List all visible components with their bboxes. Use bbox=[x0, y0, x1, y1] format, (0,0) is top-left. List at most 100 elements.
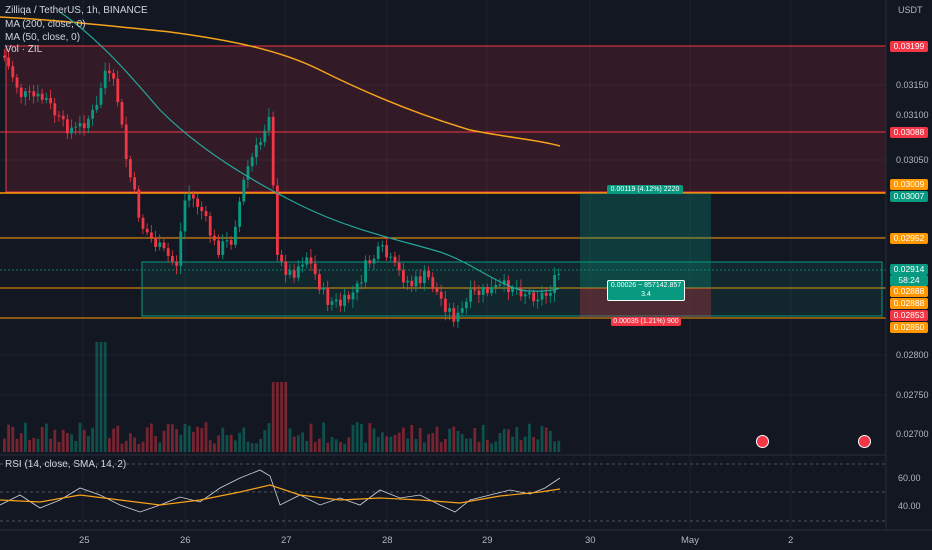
candle-body bbox=[507, 280, 510, 293]
volume-bar bbox=[120, 443, 124, 452]
volume-bar bbox=[351, 424, 355, 452]
position-target-label[interactable]: 0.00119 (4.12%) 2220 bbox=[607, 185, 683, 194]
candle-body bbox=[19, 87, 23, 97]
candle-body bbox=[456, 312, 460, 322]
candle-body bbox=[280, 254, 283, 262]
candle-body bbox=[339, 299, 342, 306]
volume-bar bbox=[32, 437, 36, 452]
candle-body bbox=[57, 115, 61, 117]
candle-body bbox=[318, 274, 321, 290]
candle-body bbox=[192, 194, 195, 199]
volume-bar bbox=[45, 423, 48, 452]
candle-body bbox=[171, 255, 174, 262]
candle-body bbox=[301, 264, 304, 267]
candle-body bbox=[45, 97, 48, 100]
candle-body bbox=[330, 301, 334, 305]
ma200-legend[interactable]: MA (200, close, 0) bbox=[5, 19, 86, 30]
resistance-zone[interactable] bbox=[5, 45, 887, 193]
symbol-title[interactable]: Zilliqa / TetherUS, 1h, BINANCE bbox=[5, 5, 148, 16]
volume-bar bbox=[498, 433, 502, 452]
volume-bar bbox=[288, 428, 292, 452]
candle-body bbox=[288, 270, 292, 275]
candle-body bbox=[7, 57, 10, 67]
flag-icon[interactable] bbox=[858, 435, 871, 448]
price-tag: 0.03199 bbox=[890, 41, 928, 52]
volume-bar bbox=[53, 429, 57, 452]
candle-body bbox=[221, 241, 225, 255]
candle-body bbox=[91, 109, 94, 119]
ma50-line bbox=[59, 11, 561, 292]
candle-body bbox=[402, 270, 405, 283]
candle-body bbox=[24, 91, 27, 97]
price-label: 0.03050 bbox=[896, 155, 929, 165]
time-label: 30 bbox=[585, 535, 596, 546]
volume-bar bbox=[460, 434, 464, 452]
flag-icon[interactable] bbox=[756, 435, 769, 448]
volume-bar bbox=[246, 441, 250, 452]
candle-body bbox=[536, 299, 540, 302]
volume-bar bbox=[137, 443, 141, 452]
position-info-box[interactable]: 0.00026 ~ 857142.857 3.4 bbox=[607, 280, 685, 301]
position-target-area[interactable] bbox=[580, 193, 711, 288]
volume-bar bbox=[305, 440, 309, 452]
time-label: 2 bbox=[788, 535, 794, 546]
candle-body bbox=[166, 248, 170, 256]
volume-bar bbox=[326, 442, 330, 452]
volume-bar bbox=[234, 440, 237, 452]
candle-body bbox=[129, 159, 132, 178]
rsi-label: 40.00 bbox=[898, 501, 921, 511]
candle-body bbox=[78, 123, 82, 127]
candle-body bbox=[381, 245, 384, 247]
volume-bar bbox=[444, 438, 447, 452]
candle-body bbox=[120, 102, 124, 125]
candle-body bbox=[532, 292, 535, 302]
time-label: 27 bbox=[281, 535, 292, 546]
volume-bar bbox=[389, 436, 393, 452]
candle-body bbox=[32, 91, 36, 97]
candle-body bbox=[124, 124, 128, 160]
candle-body bbox=[494, 285, 498, 288]
volume-bar bbox=[423, 442, 426, 452]
ma200-line bbox=[0, 16, 561, 147]
candle-body bbox=[204, 211, 208, 216]
volume-bar bbox=[213, 443, 216, 452]
candle-body bbox=[82, 123, 86, 129]
candle-body bbox=[271, 116, 275, 186]
candle-body bbox=[322, 287, 325, 290]
candle-body bbox=[490, 287, 493, 294]
price-tag: 0.02952 bbox=[890, 233, 928, 244]
candle-body bbox=[557, 273, 561, 275]
volume-bar bbox=[280, 382, 283, 452]
volume-legend[interactable]: Vol · ZIL bbox=[5, 44, 43, 55]
candle-body bbox=[208, 215, 212, 236]
candle-body bbox=[255, 144, 258, 158]
volume-bar bbox=[540, 426, 544, 452]
volume-bar bbox=[364, 442, 367, 452]
volume-bar bbox=[318, 438, 321, 452]
currency-label[interactable]: USDT bbox=[898, 5, 923, 15]
candle-body bbox=[297, 266, 300, 278]
candle-body bbox=[549, 293, 552, 296]
candle-body bbox=[112, 73, 115, 79]
candle-body bbox=[250, 157, 254, 167]
candle-body bbox=[116, 78, 120, 103]
candle-body bbox=[141, 217, 145, 229]
volume-bar bbox=[427, 434, 430, 452]
volume-bar bbox=[528, 423, 531, 452]
volume-bar bbox=[162, 430, 166, 452]
rsi-legend[interactable]: RSI (14, close, SMA, 14, 2) bbox=[5, 459, 127, 470]
position-ratio-text: 0.00026 ~ 857142.857 bbox=[610, 282, 682, 289]
volume-bar bbox=[28, 439, 31, 452]
volume-bar bbox=[116, 425, 120, 452]
ma50-legend[interactable]: MA (50, close, 0) bbox=[5, 32, 81, 43]
volume-bar bbox=[263, 430, 267, 452]
volume-bar bbox=[549, 430, 552, 452]
candle-body bbox=[292, 270, 296, 278]
volume-bar bbox=[372, 428, 376, 452]
candle-body bbox=[486, 286, 489, 294]
price-label: 0.02800 bbox=[896, 350, 929, 360]
candle-body bbox=[137, 189, 141, 218]
position-stop-label[interactable]: 0.00035 (1.21%) 900 bbox=[611, 317, 681, 326]
volume-bar bbox=[334, 439, 338, 452]
